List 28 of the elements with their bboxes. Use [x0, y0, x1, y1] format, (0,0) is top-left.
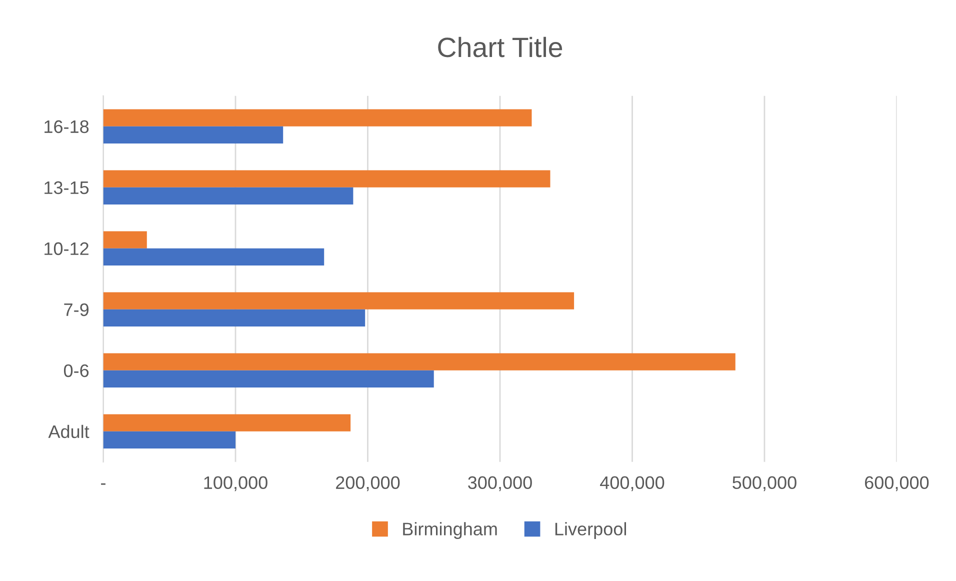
x-tick-label: 100,000: [204, 476, 268, 492]
bar: [103, 187, 354, 204]
y-tick-label: 16-18: [44, 120, 89, 134]
bar: [103, 353, 736, 370]
y-tick-label: 0-6: [64, 364, 89, 378]
y-tick-label: Adult: [48, 424, 90, 438]
x-tick-label: 500,000: [732, 476, 796, 492]
x-tick-label: 600,000: [865, 476, 929, 492]
legend-label: Liverpool: [555, 522, 626, 539]
bar: [103, 414, 351, 432]
bar: [103, 370, 434, 388]
x-tick-label: 300,000: [468, 476, 532, 492]
bar: [103, 309, 366, 326]
y-tick-label: 10-12: [44, 242, 88, 256]
legend-label: Birmingham: [403, 522, 497, 539]
x-tick-label: 200,000: [336, 476, 400, 492]
bar: [103, 170, 550, 188]
bar: [103, 109, 532, 126]
bar: [103, 248, 324, 266]
x-tick-label: 400,000: [600, 476, 664, 492]
bar: [103, 292, 574, 310]
bar: [103, 126, 284, 144]
bar: [103, 431, 236, 448]
y-tick-label: 7-9: [64, 303, 89, 316]
bar: [103, 231, 147, 248]
chart-title: Chart Title: [438, 36, 562, 58]
y-tick-label: 13-15: [44, 181, 89, 194]
x-tick-label: -: [101, 483, 106, 485]
